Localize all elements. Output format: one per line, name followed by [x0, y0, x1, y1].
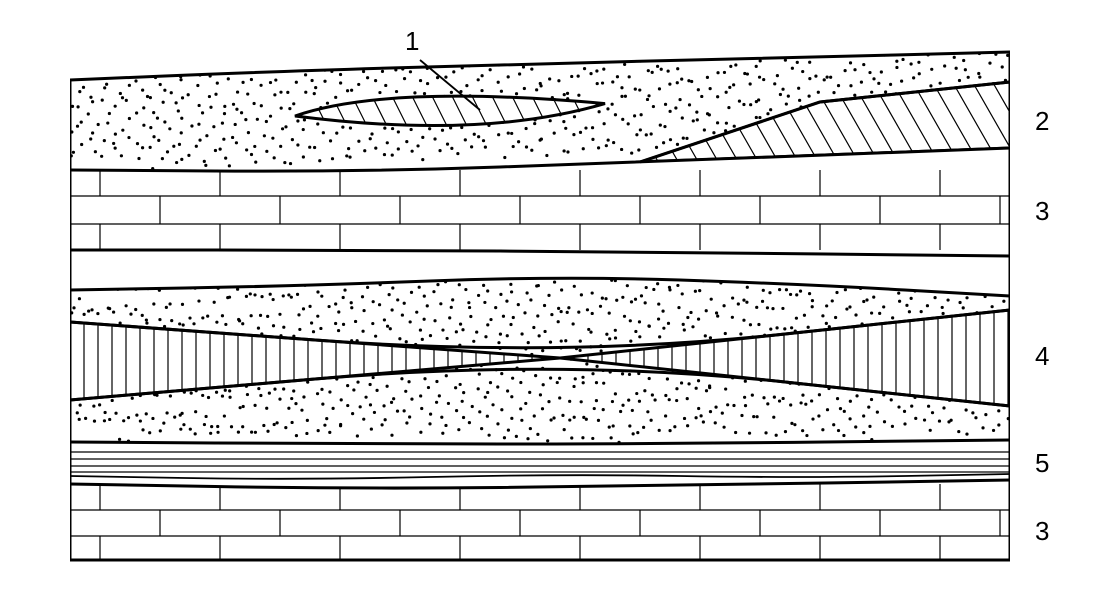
- lens-feature: [295, 96, 605, 125]
- layer-3-limestone-lower: [70, 484, 1010, 560]
- label-3-lower: 3: [1035, 516, 1049, 546]
- strata-boundary: [70, 440, 1010, 444]
- label-2: 2: [1035, 106, 1049, 136]
- label-1: 1: [405, 26, 419, 56]
- label-3-upper: 3: [1035, 196, 1049, 226]
- strata-boundary: [70, 480, 1010, 488]
- layer-5-thinbedded: [70, 452, 1010, 479]
- strata-boundary: [70, 278, 1010, 296]
- label-4: 4: [1035, 341, 1049, 371]
- layer-3-limestone-upper: [70, 170, 1010, 250]
- geological-cross-section: 1 2 3 4 5 3: [0, 0, 1118, 591]
- strata-boundary: [70, 250, 1010, 256]
- label-5: 5: [1035, 448, 1049, 478]
- layer-4-sand: [60, 272, 1010, 443]
